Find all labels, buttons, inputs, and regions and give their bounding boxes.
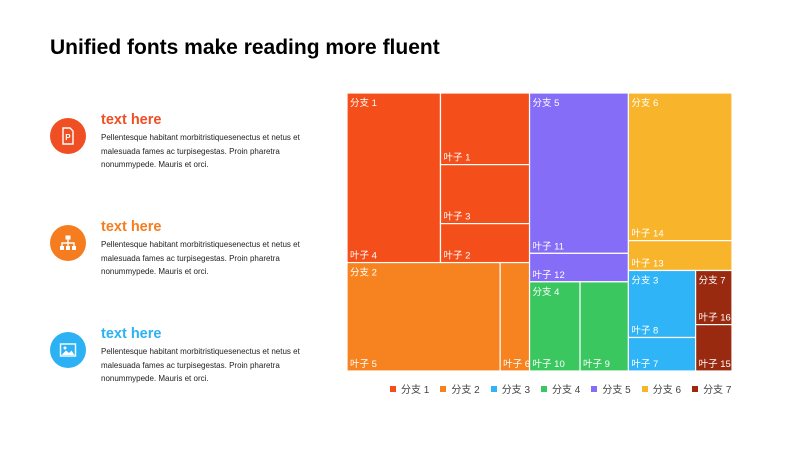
leaf-label-叶子-13: 叶子 13 [631, 258, 663, 269]
leaf-label-叶子-8: 叶子 8 [631, 325, 658, 336]
svg-text:P: P [65, 133, 71, 142]
leaf-label-叶子-12: 叶子 12 [533, 270, 565, 281]
leaf-label-叶子-5: 叶子 5 [350, 359, 377, 370]
legend-label-分支-2: 分支 2 [451, 385, 480, 396]
legend-swatch-分支-4 [541, 385, 548, 392]
leaf-label-叶子-2: 叶子 2 [443, 251, 470, 262]
legend-swatch-分支-3 [490, 385, 497, 392]
leaf-叶子-8 [627, 269, 697, 339]
legend-item-分支-5: 分支 5 [591, 381, 631, 396]
legend-item-分支-4: 分支 4 [541, 381, 580, 396]
leaf-label-叶子-16: 叶子 16 [699, 313, 731, 324]
leaf-label-叶子-11: 叶子 11 [533, 241, 565, 252]
leaf-叶子-15 [695, 324, 733, 372]
legend-swatch-分支-1 [390, 385, 396, 392]
text-item-3-badge [50, 332, 86, 368]
legend-item-分支-7: 分支 7 [692, 381, 731, 396]
leaf-叶子-9 [579, 281, 630, 372]
leaf-label-叶子-6: 叶子 6 [503, 359, 530, 370]
text-item-2-body: Pellentesque habitant morbitristiquesene… [101, 240, 300, 276]
legend-label-分支-1: 分支 1 [401, 385, 430, 396]
text-item-1: P text here Pellentesque habitant morbit… [50, 112, 310, 182]
legend-label-分支-4: 分支 4 [552, 385, 581, 396]
legend-item-分支-6: 分支 6 [641, 381, 682, 396]
legend-item-分支-1: 分支 1 [390, 381, 429, 396]
text-item-2-badge [50, 225, 86, 261]
branch-label-分支-6: 分支 6 [631, 97, 658, 109]
text-item-3-body: Pellentesque habitant morbitristiquesene… [101, 347, 300, 383]
leaf-叶子-4 [346, 92, 442, 264]
text-item-2: text here Pellentesque habitant morbitri… [50, 219, 310, 289]
leaf-叶子-14 [627, 92, 733, 242]
branch-label-分支-2: 分支 2 [350, 267, 377, 279]
leaf-叶子-6 [499, 261, 531, 372]
legend-label-分支-6: 分支 6 [652, 385, 682, 396]
legend-swatch-分支-6 [641, 385, 648, 392]
leaf-叶子-11 [528, 92, 630, 254]
leaf-label-叶子-15: 叶子 15 [699, 359, 731, 370]
text-item-1-heading: text here [101, 112, 162, 128]
legend-label-分支-7: 分支 7 [703, 385, 732, 396]
branch-label-分支-5: 分支 5 [533, 97, 560, 109]
page-title: Unified fonts make reading more fluent [50, 36, 440, 59]
text-item-1-body: Pellentesque habitant morbitristiquesene… [101, 133, 300, 169]
branch-label-分支-4: 分支 4 [533, 286, 560, 298]
leaf-叶子-7 [627, 336, 697, 372]
leaf-label-叶子-10: 叶子 10 [533, 359, 565, 370]
text-item-2-heading: text here [101, 219, 162, 235]
leaf-label-叶子-4: 叶子 4 [350, 251, 377, 262]
branch-label-分支-3: 分支 3 [631, 274, 658, 286]
legend-label-分支-5: 分支 5 [602, 385, 631, 396]
image-icon [59, 343, 77, 357]
org-chart-icon [60, 235, 76, 250]
legend-swatch-分支-2 [440, 385, 447, 392]
legend-item-分支-3: 分支 3 [490, 381, 531, 396]
leaf-叶子-3 [439, 164, 531, 225]
text-item-1-badge: P [50, 118, 86, 154]
leaf-叶子-13 [627, 240, 733, 272]
leaf-label-叶子-14: 叶子 14 [631, 229, 663, 240]
leaf-label-叶子-3: 叶子 3 [443, 212, 470, 223]
leaf-叶子-1 [439, 92, 531, 166]
branch-label-分支-1: 分支 1 [350, 97, 377, 109]
branch-label-分支-7: 分支 7 [699, 274, 726, 286]
text-item-3-heading: text here [101, 326, 162, 342]
legend-swatch-分支-5 [591, 385, 598, 392]
text-item-3: text here Pellentesque habitant morbitri… [50, 326, 310, 396]
leaf-label-叶子-9: 叶子 9 [583, 359, 610, 370]
leaf-label-叶子-1: 叶子 1 [443, 153, 470, 164]
leaf-叶子-5 [346, 261, 501, 372]
legend-swatch-分支-7 [692, 385, 699, 392]
document-p-icon: P [62, 127, 74, 145]
legend-label-分支-3: 分支 3 [501, 385, 531, 396]
chart-legend: 分支 1 分支 2 分支 3 分支 4 分支 5 分支 6 分支 7 [390, 381, 731, 396]
legend-item-分支-2: 分支 2 [440, 381, 480, 396]
leaf-label-叶子-7: 叶子 7 [631, 359, 658, 370]
